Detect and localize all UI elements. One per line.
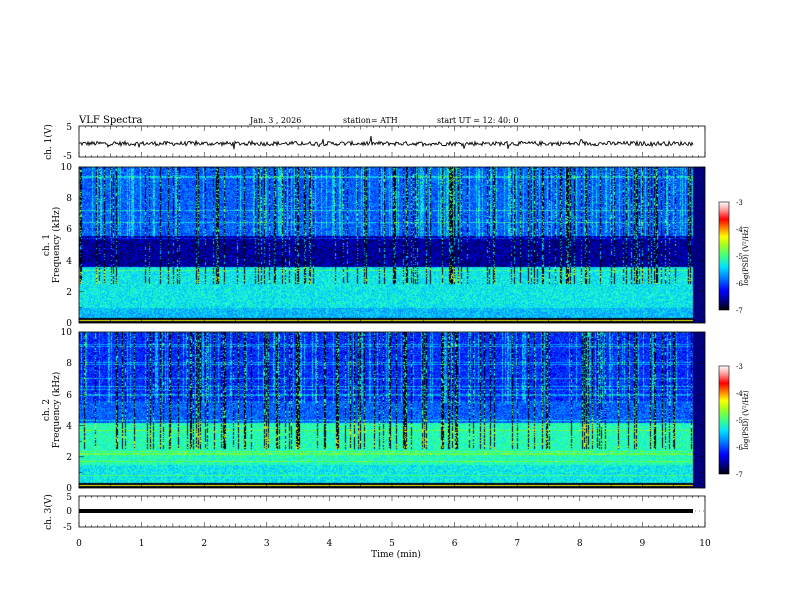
- ch2-ytick-0: 0: [66, 484, 72, 494]
- ch2-ytick-6: 6: [66, 391, 72, 401]
- ch1-ytick-top: 5: [66, 123, 72, 133]
- ch1-ytick-8: 8: [66, 194, 72, 204]
- start-time-label: start UT = 12: 40: 0: [437, 116, 518, 125]
- ch2-ytick-2: 2: [66, 453, 72, 463]
- x-tick-label: 0: [76, 539, 82, 549]
- ch2-cb-tick-3: -3: [736, 363, 743, 371]
- x-tick-label: 4: [327, 539, 333, 549]
- ch2-colorbar: -3 -4 -5 -6 -7 log(PSD) (V²/Hz): [718, 363, 750, 479]
- ch1-spectrogram-label: ch. 1: [42, 234, 52, 256]
- ch2-spectrogram-label: ch. 2: [42, 399, 52, 421]
- ch1-ytick-4: 4: [66, 257, 72, 267]
- ch1-ytick-bottom: -5: [63, 152, 72, 162]
- ch2-ytick-4: 4: [66, 422, 72, 432]
- x-tick-label: 3: [264, 539, 270, 549]
- x-tick-label: 8: [577, 539, 583, 549]
- ch2-cb-tick-7: -7: [736, 471, 743, 479]
- ch1-voltage-trace: [78, 135, 694, 150]
- ch2-frequency-label: Frequency (kHz): [51, 372, 62, 449]
- ch2-ytick-10: 10: [61, 328, 73, 338]
- ch1-voltage-ylabel: ch. 1(V): [43, 124, 54, 160]
- ch1-spectrogram: [79, 167, 705, 323]
- ch1-cb-tick-6: -6: [736, 280, 743, 288]
- ch1-cb-tick-3: -3: [736, 199, 743, 207]
- ch1-cb-label: log(PSD) (V²/Hz): [742, 226, 750, 285]
- ch1-cb-tick-7: -7: [736, 307, 743, 315]
- ch1-ytick-10: 10: [61, 163, 73, 173]
- x-tick-label: 2: [201, 539, 207, 549]
- ch2-cb-label: log(PSD) (V²/Hz): [742, 390, 750, 449]
- ch3-voltage-trace: [79, 509, 693, 513]
- ch2-spectrogram-panel: 0 2 4 6 8 10 ch. 2 Frequency (kHz): [42, 328, 706, 494]
- ch3-ytick-bottom: -5: [63, 523, 72, 533]
- date-label: Jan. 3 , 2026: [249, 116, 301, 125]
- ch1-cb-tick-4: -4: [736, 226, 743, 234]
- ch1-colorbar: -3 -4 -5 -6 -7 log(PSD) (V²/Hz): [718, 199, 750, 315]
- ch1-ytick-2: 2: [66, 288, 72, 298]
- x-axis-tick-labels: 0 1 2 3 4 5 6 7 8 9 10: [76, 539, 711, 549]
- ch2-cb-tick-6: -6: [736, 444, 743, 452]
- x-tick-label: 7: [514, 539, 520, 549]
- x-tick-label: 1: [139, 539, 145, 549]
- ch2-cb-tick-5: -5: [736, 417, 743, 425]
- ch1-frequency-label: Frequency (kHz): [51, 207, 62, 284]
- x-axis-label: Time (min): [371, 549, 421, 560]
- x-tick-label: 6: [452, 539, 458, 549]
- ch1-voltage-panel: 5 -5 ch. 1(V): [43, 123, 706, 162]
- x-tick-label: 10: [699, 539, 711, 549]
- ch1-cb-tick-5: -5: [736, 253, 743, 261]
- ch1-ytick-0: 0: [66, 319, 72, 329]
- ch1-spectrogram-panel: 0 2 4 6 8 10 ch. 1 Frequency (kHz): [42, 163, 706, 329]
- ch1-ytick-6: 6: [66, 225, 72, 235]
- ch3-ytick-mid: 0: [66, 507, 72, 517]
- x-tick-label: 5: [389, 539, 395, 549]
- ch3-voltage-ylabel: ch. 3(V): [43, 494, 54, 530]
- ch2-spectrogram: [79, 332, 705, 488]
- ch2-cb-tick-4: -4: [736, 390, 743, 398]
- ch2-ytick-8: 8: [66, 359, 72, 369]
- x-axis-ticks: [78, 126, 706, 527]
- station-label: station= ATH: [343, 116, 398, 125]
- ch3-voltage-panel: 5 0 -5 ch. 3(V): [43, 493, 706, 533]
- ch3-ytick-top: 5: [66, 493, 72, 503]
- figure-title: VLF Spectra: [78, 115, 143, 126]
- x-tick-label: 9: [640, 539, 646, 549]
